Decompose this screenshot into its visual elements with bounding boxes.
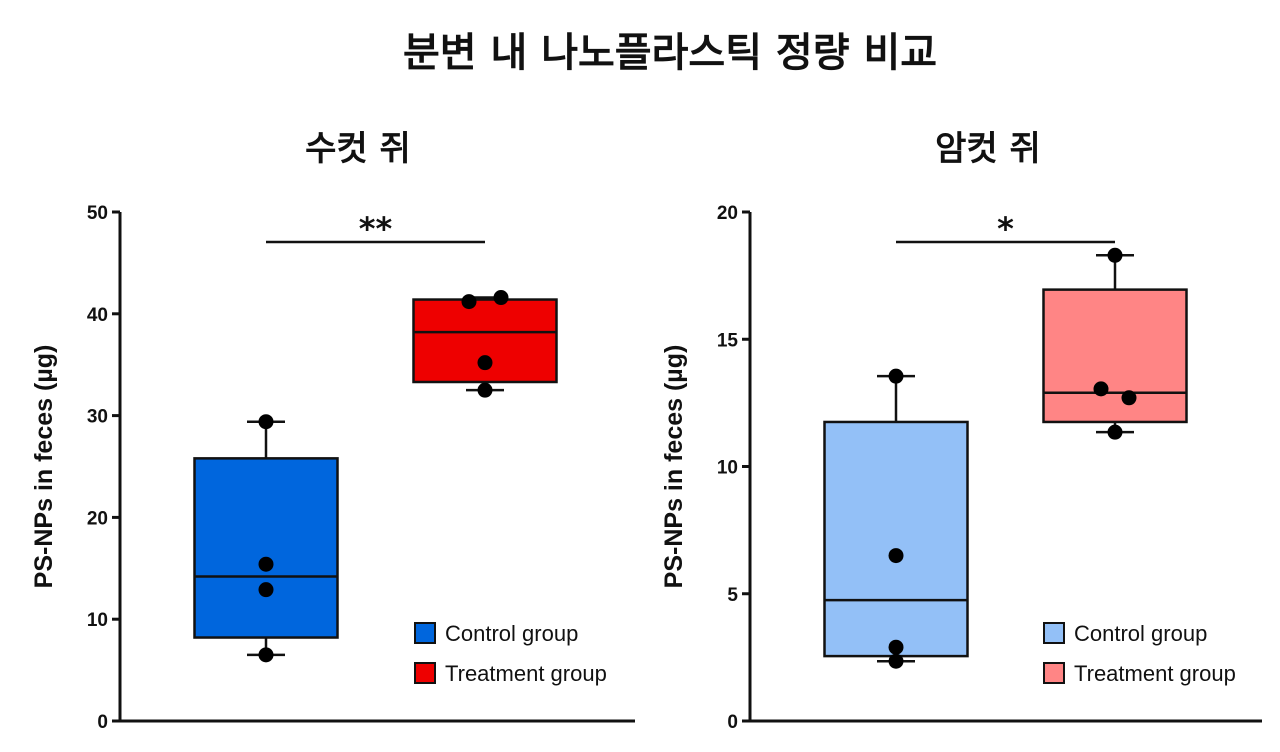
data-point <box>1121 390 1137 406</box>
panel-title: 수컷 쥐 <box>305 129 411 169</box>
data-point <box>888 368 904 384</box>
y-tick-label: 30 <box>87 407 108 428</box>
iqr-box <box>1042 288 1188 424</box>
significance-marker: * <box>997 210 1014 248</box>
y-tick-label: 20 <box>87 508 108 529</box>
data-point <box>888 548 904 564</box>
treatment-box <box>1042 247 1188 440</box>
iqr-box <box>823 420 969 658</box>
data-point <box>477 355 493 371</box>
legend-swatch <box>414 622 436 644</box>
y-tick-label: 10 <box>87 610 108 631</box>
data-point <box>258 414 274 430</box>
data-point <box>493 290 509 306</box>
y-tick-label: 5 <box>727 585 738 606</box>
data-point <box>1093 381 1109 397</box>
data-point <box>1107 424 1123 440</box>
y-tick-label: 20 <box>717 203 738 224</box>
y-tick-label: 10 <box>717 458 738 479</box>
legend-label: Treatment group <box>445 661 607 686</box>
legend-label: Control group <box>445 621 578 646</box>
legend-label: Control group <box>1074 621 1207 646</box>
y-tick-label: 15 <box>717 330 739 351</box>
female-panel: 암컷 쥐 0 5 10 15 20 PS-NPs in feces (µg) * Control… <box>660 129 1262 733</box>
data-point <box>461 294 477 310</box>
control-box <box>193 414 339 663</box>
y-axis-label: PS-NPs in feces (µg) <box>660 345 688 589</box>
treatment-box <box>412 290 558 398</box>
data-point <box>477 382 493 398</box>
data-point <box>258 647 274 663</box>
control-box <box>823 368 969 669</box>
legend-swatch <box>1043 662 1065 684</box>
data-point <box>888 639 904 655</box>
iqr-box <box>193 457 339 639</box>
y-axis-label: PS-NPs in feces (µg) <box>30 345 58 589</box>
y-tick-label: 40 <box>87 305 108 326</box>
y-tick-label: 0 <box>97 712 108 733</box>
male-panel: 수컷 쥐 0 10 20 30 40 50 PS-NPs in feces (µg) ** Con… <box>30 129 635 733</box>
legend-label: Treatment group <box>1074 661 1236 686</box>
data-point <box>888 653 904 669</box>
legend-swatch <box>414 662 436 684</box>
data-point <box>258 556 274 572</box>
figure-title: 분변 내 나노플라스틱 정량 비교 <box>403 30 937 76</box>
panel-title: 암컷 쥐 <box>935 129 1041 169</box>
data-point <box>1107 247 1123 263</box>
y-tick-label: 0 <box>727 712 738 733</box>
data-point <box>258 582 274 598</box>
significance-marker: ** <box>359 210 393 248</box>
y-tick-label: 50 <box>87 203 108 224</box>
legend-swatch <box>1043 622 1065 644</box>
